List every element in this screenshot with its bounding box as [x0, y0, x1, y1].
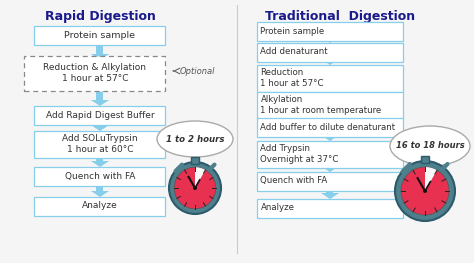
Polygon shape: [321, 59, 339, 65]
Text: Protein sample: Protein sample: [64, 31, 136, 39]
Polygon shape: [321, 37, 339, 43]
Polygon shape: [321, 193, 339, 199]
Polygon shape: [321, 135, 339, 141]
Bar: [191, 157, 199, 164]
Circle shape: [423, 189, 427, 193]
FancyBboxPatch shape: [257, 64, 403, 92]
FancyBboxPatch shape: [35, 105, 165, 124]
Bar: [97, 90, 103, 100]
Polygon shape: [91, 125, 109, 131]
FancyBboxPatch shape: [257, 118, 403, 136]
Ellipse shape: [157, 121, 233, 157]
Bar: [97, 185, 103, 191]
Bar: [97, 44, 103, 54]
Wedge shape: [425, 167, 437, 191]
Polygon shape: [91, 191, 109, 197]
FancyBboxPatch shape: [257, 92, 403, 119]
Circle shape: [395, 161, 455, 221]
FancyBboxPatch shape: [257, 22, 403, 41]
Ellipse shape: [390, 126, 470, 166]
FancyBboxPatch shape: [257, 171, 403, 190]
Wedge shape: [195, 167, 205, 188]
Text: Protein sample: Protein sample: [261, 27, 325, 36]
FancyBboxPatch shape: [35, 166, 165, 185]
Bar: [327, 37, 334, 40]
Text: Quench with FA: Quench with FA: [65, 171, 135, 180]
FancyBboxPatch shape: [257, 140, 403, 168]
Bar: [327, 135, 334, 136]
Text: Analyze: Analyze: [261, 204, 294, 213]
Text: Reduction
1 hour at 57°C: Reduction 1 hour at 57°C: [261, 68, 324, 88]
Text: Add buffer to dilute denaturant: Add buffer to dilute denaturant: [261, 123, 396, 132]
Text: Quench with FA: Quench with FA: [261, 176, 328, 185]
FancyBboxPatch shape: [257, 43, 403, 62]
Polygon shape: [91, 100, 109, 106]
Circle shape: [401, 167, 449, 215]
Circle shape: [169, 162, 221, 214]
Bar: [327, 190, 334, 193]
Circle shape: [193, 186, 197, 190]
Text: Add denaturant: Add denaturant: [261, 48, 328, 57]
Circle shape: [174, 167, 216, 209]
Text: 16 to 18 hours: 16 to 18 hours: [396, 141, 465, 150]
Text: Add Trypsin
Overnight at 37°C: Add Trypsin Overnight at 37°C: [261, 144, 339, 164]
Text: Reduction & Alkylation
1 hour at 57°C: Reduction & Alkylation 1 hour at 57°C: [44, 63, 146, 83]
Text: 1 to 2 hours: 1 to 2 hours: [166, 134, 224, 144]
Text: Alkylation
1 hour at room temperature: Alkylation 1 hour at room temperature: [261, 95, 382, 115]
FancyBboxPatch shape: [35, 130, 165, 158]
FancyBboxPatch shape: [25, 55, 165, 90]
FancyBboxPatch shape: [35, 26, 165, 44]
Text: Add Rapid Digest Buffer: Add Rapid Digest Buffer: [46, 110, 155, 119]
Bar: [97, 157, 103, 161]
Bar: [421, 156, 429, 163]
Text: Add SOLuTrypsin
1 hour at 60°C: Add SOLuTrypsin 1 hour at 60°C: [62, 134, 138, 154]
Polygon shape: [321, 166, 339, 172]
FancyBboxPatch shape: [257, 199, 403, 218]
Bar: [97, 124, 103, 125]
Bar: [327, 166, 334, 167]
Polygon shape: [91, 161, 109, 167]
Polygon shape: [91, 54, 109, 60]
Text: Rapid Digestion: Rapid Digestion: [45, 10, 155, 23]
Text: Analyze: Analyze: [82, 201, 118, 210]
Bar: [327, 59, 334, 61]
FancyBboxPatch shape: [35, 196, 165, 215]
Text: Optional: Optional: [180, 67, 216, 75]
Text: Traditional  Digestion: Traditional Digestion: [265, 10, 415, 23]
